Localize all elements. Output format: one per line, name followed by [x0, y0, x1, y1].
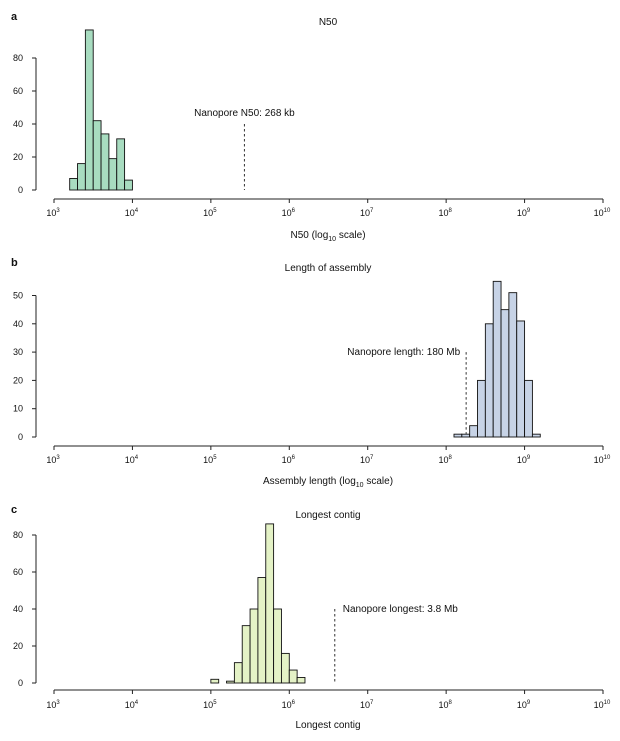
x-tick-label: 103 [46, 208, 60, 218]
histogram-bar [84, 29, 94, 191]
histogram-bar [492, 280, 502, 438]
histogram-bar [453, 433, 463, 438]
panel-letter: b [11, 257, 18, 269]
panel-a: a N50 0 20 40 60 80 103 104 105 106 107 108 109 1010 N5… [11, 11, 611, 243]
x-tick-label: 103 [46, 700, 60, 710]
histogram-bar [508, 292, 518, 438]
x-tick-label: 109 [517, 700, 531, 710]
y-tick-label: 80 [13, 530, 23, 540]
histogram-bar [249, 608, 259, 684]
histogram-bar [233, 662, 243, 684]
x-tick-label: 104 [125, 455, 139, 465]
x-tick-label: 106 [282, 455, 296, 465]
nanopore-annotation: Nanopore length: 180 Mb [347, 347, 460, 358]
histogram-bar [69, 177, 78, 191]
histogram-bar [280, 652, 290, 684]
histogram-bar [265, 523, 275, 684]
x-tick-label: 105 [203, 700, 217, 710]
histogram-bar [124, 179, 133, 191]
x-tick-label: 103 [46, 455, 60, 465]
x-tick-label: 104 [125, 208, 139, 218]
histogram-bar [100, 133, 110, 191]
chart-title: Length of assembly [285, 263, 372, 274]
x-tick-label: 107 [360, 208, 374, 218]
nanopore-annotation: Nanopore longest: 3.8 Mb [343, 604, 459, 615]
x-axis-label: Longest contig [295, 720, 360, 731]
x-tick-label: 106 [282, 700, 296, 710]
y-tick-label: 60 [13, 86, 23, 96]
y-tick-label: 20 [13, 375, 23, 385]
x-tick-label: 108 [438, 208, 452, 218]
histogram-bar [77, 163, 86, 191]
histogram-bar [108, 158, 118, 191]
histogram-bar [524, 379, 533, 438]
histogram-bar [516, 320, 526, 438]
x-tick-label: 106 [282, 208, 296, 218]
x-tick-label: 1010 [594, 700, 611, 710]
x-tick-label: 108 [438, 700, 452, 710]
x-tick-label: 109 [517, 208, 531, 218]
histogram-bar [226, 680, 235, 684]
histogram-bar [257, 577, 267, 684]
y-tick-label: 80 [13, 53, 23, 63]
y-tick-label: 30 [13, 347, 23, 357]
x-tick-label: 1010 [594, 455, 611, 465]
histogram-bar [484, 323, 494, 438]
y-tick-label: 20 [13, 152, 23, 162]
chart-title: Longest contig [295, 510, 360, 521]
y-tick-label: 50 [13, 291, 23, 301]
panel-b: b Length of assembly 0 10 20 30 40 50 103 104 105 1… [11, 257, 611, 489]
histogram-bar [477, 379, 486, 438]
x-tick-label: 108 [438, 455, 452, 465]
nanopore-annotation: Nanopore N50: 268 kb [194, 108, 295, 119]
x-tick-label: 105 [203, 208, 217, 218]
x-axis-label: N50 (log10 scale) [290, 230, 365, 243]
panel-c: c Longest contig 0 20 40 60 80 103 104 105 106 107 1… [11, 504, 611, 731]
chart-title: N50 [319, 17, 338, 28]
x-axis-label: Assembly length (log10 scale) [263, 476, 393, 489]
x-tick-label: 107 [360, 455, 374, 465]
y-tick-label: 40 [13, 119, 23, 129]
x-tick-label: 107 [360, 700, 374, 710]
histogram-bar [531, 433, 541, 438]
y-tick-label: 40 [13, 319, 23, 329]
histogram-bar [500, 309, 510, 438]
x-tick-label: 104 [125, 700, 139, 710]
histogram-bar [210, 678, 220, 684]
y-tick-label: 60 [13, 567, 23, 577]
histogram-bar [469, 425, 478, 438]
y-tick-label: 0 [18, 678, 23, 688]
y-tick-label: 20 [13, 641, 23, 651]
y-tick-label: 10 [13, 404, 23, 414]
histogram-bar [92, 120, 102, 191]
panel-letter: c [11, 504, 17, 516]
x-tick-label: 109 [517, 455, 531, 465]
histogram-bar [116, 138, 126, 191]
x-tick-label: 1010 [594, 208, 611, 218]
y-tick-label: 0 [18, 185, 23, 195]
y-tick-label: 40 [13, 604, 23, 614]
panel-letter: a [11, 11, 18, 23]
histogram-bar [288, 669, 298, 684]
histogram-bar [241, 625, 251, 684]
histogram-bar [296, 677, 306, 684]
x-tick-label: 105 [203, 455, 217, 465]
histogram-bar [273, 608, 282, 684]
y-tick-label: 0 [18, 432, 23, 442]
